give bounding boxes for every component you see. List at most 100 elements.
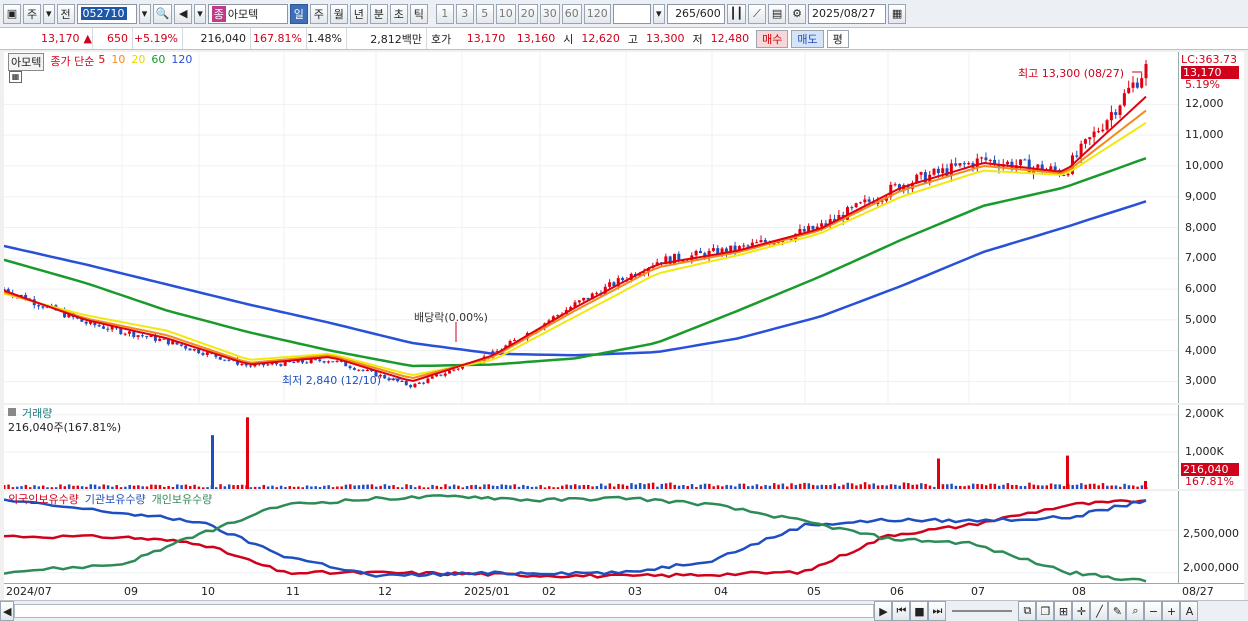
font-icon[interactable]: A — [1180, 601, 1199, 621]
volume-bar — [911, 484, 914, 489]
tab-week[interactable]: 주 — [309, 3, 328, 24]
dropdown-icon[interactable]: ▾ — [194, 3, 206, 24]
candle-body — [119, 328, 123, 334]
tab-month[interactable]: 월 — [329, 3, 348, 24]
volume-bar — [967, 485, 971, 489]
custom-interval-input[interactable] — [612, 3, 651, 24]
scroll-track[interactable] — [14, 604, 875, 618]
volume-bar — [1075, 484, 1079, 489]
candle-body — [915, 174, 919, 183]
x-tick-label: 09 — [124, 585, 138, 598]
candle-body — [318, 359, 322, 362]
play-icon[interactable]: ▶ — [874, 601, 893, 621]
volume-bar — [67, 484, 71, 489]
interval-10[interactable]: 10 — [495, 3, 516, 24]
gear-icon[interactable]: ⚙ — [788, 3, 807, 24]
edit-icon[interactable]: ✎ — [1108, 601, 1127, 621]
grid-icon[interactable]: ⊞ — [1054, 601, 1073, 621]
candle-body — [253, 364, 257, 367]
save-icon[interactable]: ▤ — [768, 3, 787, 24]
volume-bar — [227, 484, 231, 489]
volume-bar — [643, 484, 646, 489]
price-pane[interactable]: 아모텍 종가 단순 5 10 20 60 120 ▦ 최고 13,300 (08… — [4, 52, 1178, 403]
volume-bar — [509, 485, 512, 489]
crosshair-icon[interactable]: ✛ — [1072, 601, 1091, 621]
tab-day[interactable]: 일 — [289, 3, 308, 24]
stock-name-input[interactable]: 종 아모텍 — [207, 3, 288, 24]
volume-bar — [902, 482, 906, 489]
volume-bar — [881, 485, 884, 489]
copy-icon[interactable]: ❐ — [1036, 601, 1055, 621]
scroll-bar: ◀ ▶ ⏮ ■ ⏭ ⧉ ❐ ⊞ ✛ ╱ ✎ ⌕ − + A — [0, 600, 1248, 621]
candle-body — [227, 359, 231, 361]
sell-button[interactable]: 매도 — [791, 29, 824, 48]
volume-bar — [907, 483, 910, 489]
average-button[interactable]: 평 — [826, 29, 849, 48]
volume-bar — [785, 486, 789, 489]
candle-body — [179, 344, 183, 346]
interval-1[interactable]: 1 — [435, 3, 454, 24]
volume-bar — [721, 486, 724, 489]
table-icon[interactable]: ▦ — [9, 71, 22, 83]
tab-minute[interactable]: 분 — [369, 3, 388, 24]
buy-button[interactable]: 매수 — [756, 29, 789, 48]
calendar-icon[interactable]: ▦ — [888, 3, 907, 24]
interval-5[interactable]: 5 — [475, 3, 494, 24]
search-icon[interactable]: 🔍 — [152, 3, 173, 24]
stop-icon[interactable]: ■ — [910, 601, 929, 621]
forward-icon[interactable]: ⏭ — [928, 601, 947, 621]
volume-pane[interactable]: 거래량 216,040주(167.81%) — [4, 405, 1178, 489]
volume-bar — [375, 486, 378, 489]
tab-tick[interactable]: 틱 — [409, 3, 428, 24]
draw-line-icon[interactable]: ╱ — [1090, 601, 1109, 621]
interval-20[interactable]: 20 — [517, 3, 538, 24]
current-price: 13,170 — [41, 32, 80, 45]
compare-icon[interactable]: ⧉ — [1018, 601, 1037, 621]
volume-bar — [180, 485, 183, 489]
date-input[interactable]: 2025/08/27 — [808, 3, 887, 24]
count-value: 265 — [675, 7, 697, 20]
zoom-search-icon[interactable]: ⌕ — [1126, 601, 1145, 621]
holdings-pane[interactable]: 외국인보유수량 기관보유수량 개인보유수량 — [4, 491, 1178, 583]
volume-bar — [41, 485, 45, 489]
volume-bar — [500, 484, 503, 489]
rewind-icon[interactable]: ⏮ — [892, 601, 911, 621]
chevron-down-icon[interactable]: ▾ — [652, 3, 665, 24]
volume-bar — [582, 484, 586, 489]
candle-icon[interactable]: ┃┃ — [726, 3, 747, 24]
layout-icon[interactable]: ▣ — [3, 3, 21, 24]
volume-bar — [1136, 486, 1139, 489]
candle-body — [802, 229, 806, 232]
stock-code-input[interactable]: 052710 — [76, 3, 137, 24]
dropdown-icon[interactable]: ▾ — [43, 3, 55, 24]
line-chart-icon[interactable]: ⟋ — [748, 3, 767, 24]
volume-bar — [422, 487, 426, 489]
individual-line — [4, 494, 1147, 583]
interval-3[interactable]: 3 — [455, 3, 474, 24]
count-input[interactable]: 265/600 — [666, 3, 725, 24]
volume-bar — [258, 486, 261, 489]
candle-body — [897, 184, 901, 191]
zoom-slider[interactable] — [952, 610, 1013, 612]
interval-120[interactable]: 120 — [583, 3, 611, 24]
chevron-down-icon[interactable]: ▾ — [138, 3, 151, 24]
interval-30[interactable]: 30 — [539, 3, 560, 24]
period-main-select[interactable]: 주 — [23, 3, 41, 24]
tab-second[interactable]: 초 — [389, 3, 408, 24]
candle-body — [326, 361, 330, 363]
volume-bar — [976, 484, 979, 489]
volume-bar — [176, 484, 179, 489]
tab-year[interactable]: 년 — [349, 3, 368, 24]
candle-body — [512, 339, 516, 342]
zoom-in-icon[interactable]: + — [1162, 601, 1181, 621]
zoom-out-icon[interactable]: − — [1144, 601, 1163, 621]
volume-bar — [1032, 484, 1036, 489]
speaker-icon[interactable]: ◀ — [174, 3, 193, 24]
candle-body — [824, 223, 828, 226]
volume-bar — [1106, 485, 1109, 489]
candle-body — [720, 248, 724, 256]
price-tag: 13,170 — [1181, 66, 1239, 79]
period-prev-button[interactable]: 전 — [56, 3, 75, 24]
scroll-left-button[interactable]: ◀ — [0, 601, 15, 621]
interval-60[interactable]: 60 — [561, 3, 582, 24]
